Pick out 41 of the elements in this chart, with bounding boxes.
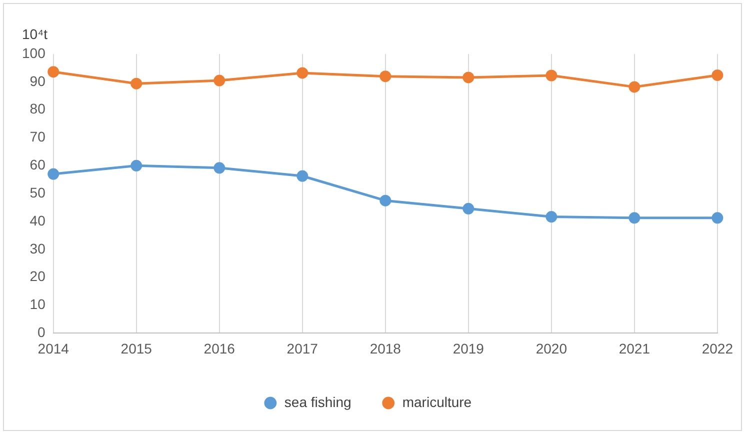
y-tick-label: 0 xyxy=(38,324,46,340)
point xyxy=(546,211,558,223)
y-axis-title: 10⁴t xyxy=(22,26,48,42)
point xyxy=(48,168,60,180)
y-tick-label: 70 xyxy=(30,128,46,145)
y-tick-label: 60 xyxy=(30,156,46,173)
x-tick-label: 2016 xyxy=(204,340,236,356)
point xyxy=(462,72,474,84)
point xyxy=(130,160,142,172)
x-tick-label: 2018 xyxy=(370,340,402,356)
point xyxy=(712,69,724,81)
point xyxy=(296,67,308,79)
point xyxy=(48,66,60,78)
y-tick-label: 20 xyxy=(30,268,46,284)
y-tick-label: 30 xyxy=(30,240,46,256)
legend-label: mariculture xyxy=(402,394,472,410)
x-tick-label: 2014 xyxy=(38,340,70,356)
point xyxy=(380,194,392,206)
y-tick-label: 90 xyxy=(30,72,46,89)
point xyxy=(546,70,558,82)
x-tick-label: 2021 xyxy=(618,340,650,356)
x-tick-label: 2015 xyxy=(120,340,152,356)
point xyxy=(130,78,142,90)
point xyxy=(380,70,392,82)
y-tick-label: 100 xyxy=(22,44,46,61)
x-tick-label: 2019 xyxy=(452,340,484,356)
point xyxy=(296,170,308,182)
x-tick-label: 2022 xyxy=(702,340,734,356)
x-tick-label: 2017 xyxy=(286,340,318,356)
point xyxy=(628,81,640,93)
point xyxy=(462,202,474,214)
point xyxy=(712,212,724,224)
point xyxy=(214,74,226,86)
point xyxy=(214,162,226,174)
x-tick-label: 2020 xyxy=(536,340,568,356)
point xyxy=(628,212,640,224)
y-tick-label: 80 xyxy=(30,100,46,117)
legend-label: sea fishing xyxy=(284,394,352,410)
y-tick-label: 40 xyxy=(30,212,46,228)
y-tick-label: 50 xyxy=(30,184,46,200)
y-tick-label: 10 xyxy=(30,296,46,312)
